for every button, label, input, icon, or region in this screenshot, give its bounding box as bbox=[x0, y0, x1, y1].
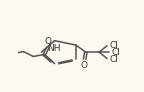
Text: Cl: Cl bbox=[109, 41, 118, 50]
Text: Cl: Cl bbox=[111, 48, 120, 57]
Text: O: O bbox=[80, 61, 87, 70]
Text: Cl: Cl bbox=[109, 55, 118, 64]
Text: NH: NH bbox=[47, 44, 60, 53]
Text: O: O bbox=[45, 37, 52, 46]
